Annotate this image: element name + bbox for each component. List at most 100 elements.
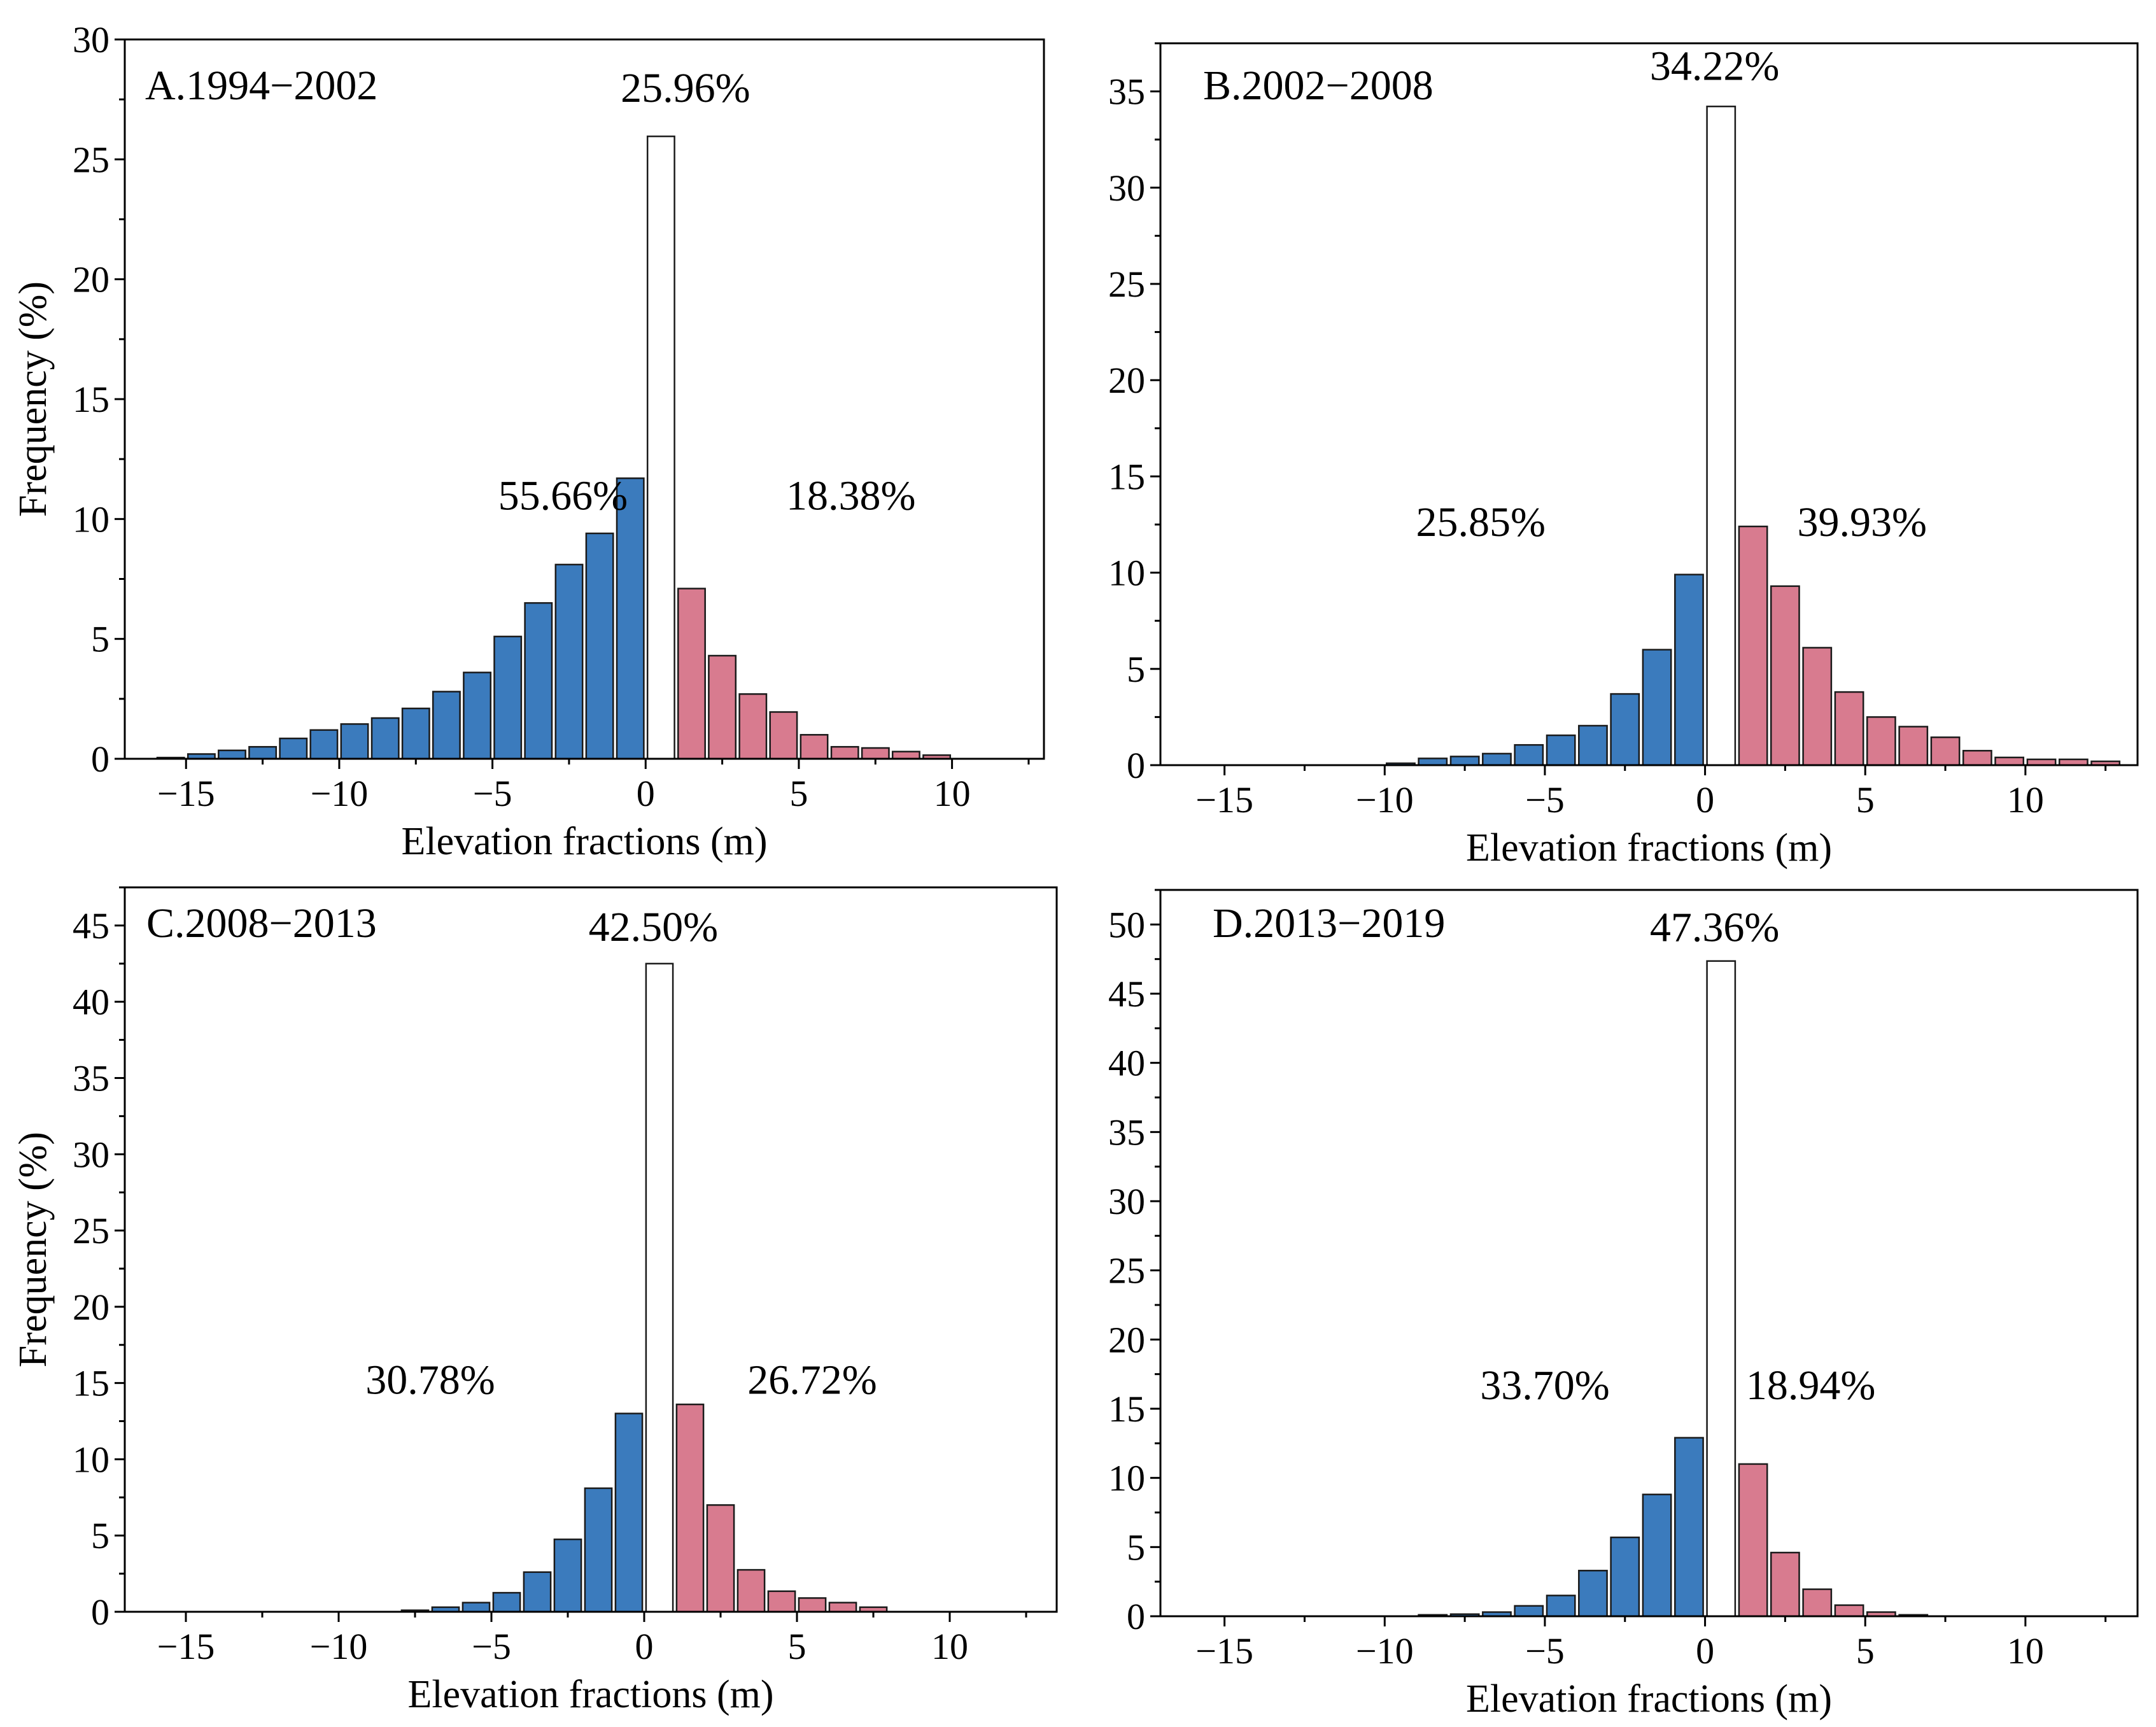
bar-loss (401, 707, 430, 760)
bar-gain (1994, 756, 2025, 766)
bar-loss (1482, 752, 1512, 766)
y-tick-label: 5 (1127, 1526, 1145, 1568)
bar-loss (616, 477, 645, 760)
y-axis-title: Frequency (%) (11, 281, 55, 517)
x-tick-label: 5 (789, 773, 808, 814)
y-tick-label: 10 (1108, 553, 1145, 594)
bar-loss (1578, 724, 1608, 766)
y-tick-label: 35 (1108, 71, 1145, 113)
x-tick-label: 0 (1696, 779, 1714, 821)
bar-gain (798, 1597, 827, 1613)
bar-gain (769, 711, 798, 760)
y-tick-label: 15 (73, 379, 109, 420)
bar-loss (309, 729, 339, 760)
x-tick-label: 0 (1696, 1630, 1714, 1672)
annotation-center-pct: 25.96% (621, 65, 750, 111)
annotation-center-pct: 47.36% (1650, 904, 1779, 950)
x-tick-label: 0 (635, 1626, 654, 1667)
y-tick-label: 30 (73, 1134, 109, 1175)
bar-loss (1514, 744, 1544, 766)
panel-d: 0 5 10 15 20 25 30 35 40 45 50 −15 −10 −5 0 5 10 Elevatio… (1108, 889, 2139, 1721)
x-tick-label: −10 (311, 773, 369, 814)
y-tick-label: 10 (73, 1439, 109, 1480)
bar-loss (1642, 1493, 1672, 1618)
x-tick-label: 10 (931, 1626, 968, 1667)
y-tick-label: 30 (1108, 1181, 1145, 1222)
y-tick-label: 20 (73, 259, 109, 300)
bar-center (1706, 960, 1737, 1618)
bar-loss (1449, 756, 1480, 766)
bar-loss (370, 717, 400, 760)
x-axis-title: Elevation fractions (m) (401, 820, 767, 863)
bar-gain (1802, 1588, 1833, 1618)
panel-c: 0 5 10 15 20 25 30 35 40 45 −15 −10 −5 0 5 10 Elevation … (11, 886, 1058, 1716)
x-tick-label: −15 (1195, 779, 1253, 821)
annotation-gain-pct: 39.93% (1797, 499, 1926, 546)
bar-loss (584, 1487, 613, 1613)
y-tick-label: 5 (91, 1515, 109, 1556)
y-tick-label: 30 (1108, 167, 1145, 209)
y-tick-label: 15 (1108, 1388, 1145, 1430)
x-tick-label: 0 (637, 773, 655, 814)
bar-loss (493, 635, 523, 760)
bar-gain (1738, 1463, 1768, 1618)
bar-gain (1802, 647, 1833, 766)
x-tick-label: −10 (1356, 779, 1414, 821)
x-tick-label: 5 (788, 1626, 807, 1667)
bar-loss (1546, 1595, 1576, 1618)
bar-gain (1962, 750, 1992, 766)
x-tick-label: −15 (157, 773, 215, 814)
bar-center (1706, 105, 1737, 766)
x-tick-label: −5 (473, 773, 512, 814)
plot-frame (1159, 42, 2139, 766)
annotation-gain-pct: 26.72% (747, 1357, 877, 1403)
y-tick-label: 35 (73, 1057, 109, 1099)
panel-label: C.2008−2013 (146, 900, 377, 947)
bar-loss (1610, 1536, 1640, 1618)
bar-gain (891, 751, 920, 760)
x-tick-label: 10 (934, 773, 971, 814)
y-tick-label: 20 (1108, 360, 1145, 401)
bar-gain (1930, 736, 1961, 766)
annotation-loss-pct: 30.78% (365, 1357, 495, 1403)
y-tick-label: 15 (1108, 456, 1145, 497)
panel-label: D.2013−2019 (1213, 900, 1445, 947)
annotation-loss-pct: 33.70% (1480, 1362, 1609, 1409)
annotation-loss-pct: 55.66% (498, 472, 628, 519)
x-tick-label: 10 (2007, 1630, 2044, 1672)
x-tick-label: −5 (1525, 779, 1565, 821)
bar-gain (1834, 691, 1864, 766)
annotation-loss-pct: 25.85% (1416, 499, 1546, 546)
panel-a: 0 5 10 15 20 25 30 −15 −10 −5 0 5 10 Elevation fracti… (11, 19, 1045, 863)
bar-loss (492, 1591, 521, 1613)
bar-gain (706, 1504, 735, 1613)
y-tick-label: 5 (1127, 649, 1145, 690)
x-axis-title: Elevation fractions (m) (1466, 826, 1832, 870)
bar-gain (675, 1403, 705, 1613)
bar-loss (218, 749, 246, 760)
x-tick-label: −10 (310, 1626, 368, 1667)
y-tick-label: 0 (91, 738, 109, 780)
bar-loss (461, 1602, 491, 1613)
bar-gain (708, 654, 737, 760)
y-tick-label: 45 (1108, 973, 1145, 1015)
panel-label: A.1994−2002 (145, 62, 377, 109)
bar-gain (1898, 726, 1929, 766)
y-tick-label: 10 (73, 498, 109, 540)
plot-frame (123, 886, 1058, 1613)
annotation-gain-pct: 18.38% (786, 472, 915, 519)
y-tick-label: 35 (1108, 1111, 1145, 1153)
bar-gain (1834, 1604, 1864, 1618)
y-tick-label: 25 (73, 139, 109, 180)
plot-frame (123, 38, 1045, 760)
x-tick-label: 10 (2007, 779, 2044, 821)
bar-loss (523, 1571, 552, 1613)
y-tick-label: 0 (91, 1591, 109, 1633)
annotation-center-pct: 42.50% (589, 904, 718, 950)
bar-gain (767, 1590, 796, 1613)
x-tick-label: −15 (1195, 1630, 1253, 1672)
x-tick-label: −15 (157, 1626, 215, 1667)
x-axis-title: Elevation fractions (m) (407, 1673, 773, 1716)
bar-loss (248, 745, 278, 760)
